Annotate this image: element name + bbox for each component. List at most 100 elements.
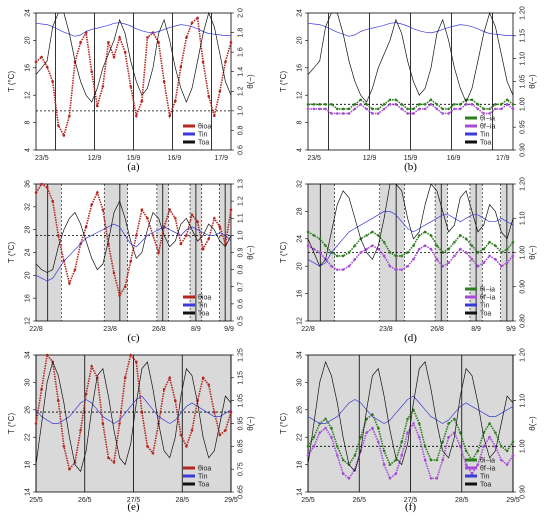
series-point-theta xyxy=(40,55,43,59)
series-line-toa xyxy=(307,360,514,473)
series-point-theta_i xyxy=(376,426,380,430)
series-point-theta_f xyxy=(318,251,322,254)
series-point-theta_f xyxy=(324,426,327,430)
series-point-theta_f xyxy=(394,103,398,106)
series-point-theta xyxy=(40,387,43,391)
left-tick-label: 24 xyxy=(25,9,32,17)
legend-label: Tin xyxy=(480,303,490,310)
series-point-theta_f xyxy=(412,422,415,425)
series-point-theta xyxy=(229,41,233,44)
left-tick-label: 28 xyxy=(25,226,32,234)
right-tick-label: 0.8 xyxy=(238,265,245,275)
series-point-theta_f xyxy=(376,440,380,444)
right-tick-label: 1.4 xyxy=(238,67,245,77)
series-point-theta xyxy=(229,208,233,211)
series-point-theta_i xyxy=(511,440,515,444)
right-tick-label: 1.2 xyxy=(238,196,245,206)
series-point-theta_i xyxy=(394,254,398,258)
series-point-theta_i xyxy=(470,98,474,102)
series-point-theta_f xyxy=(371,244,374,247)
series-point-theta_f xyxy=(441,112,445,115)
right-tick-label: 1.05 xyxy=(520,75,527,89)
series-point-theta xyxy=(179,65,183,69)
legend-label: Toa xyxy=(480,311,491,318)
series-point-theta xyxy=(190,21,194,25)
series-point-theta_i xyxy=(306,445,310,448)
series-point-theta xyxy=(84,225,88,229)
series-point-theta_f xyxy=(441,264,445,268)
y-axis-label-left: T (°C) xyxy=(7,242,16,264)
x-tick-label: 16/9 xyxy=(168,155,182,162)
x-tick-label: 17/9 xyxy=(214,155,228,162)
series-point-theta_f xyxy=(417,247,421,251)
series-point-theta_f xyxy=(464,463,468,466)
panel-f: 14 18 22 26 30 34 0.90 1.00 1.10 1.20 T (°C) θ(−) 25… xyxy=(279,348,537,513)
series-point-theta xyxy=(185,234,188,237)
right-tick-label: 0.75 xyxy=(238,462,245,476)
series-point-theta_f xyxy=(441,458,445,462)
series-point-theta_f xyxy=(476,264,480,268)
series-point-theta xyxy=(79,429,82,432)
panel-a: 4 8 12 16 20 24 0.6 0.8 1.0 1.2 1.4 1.6 1.8 2.0 T (°C)… xyxy=(7,8,255,173)
panel-c: 12 16 20 24 28 32 36 0.5 0.6 0.7 0.8 0.9 1.0 1.1 1.2 1.… xyxy=(7,179,255,344)
series-point-theta xyxy=(173,216,177,220)
left-tick-label: 4 xyxy=(297,148,304,152)
x-tick-label: 27/5 xyxy=(127,497,141,504)
series-line-toa xyxy=(35,360,232,473)
series-point-theta xyxy=(140,208,144,211)
series-point-theta_i xyxy=(394,98,398,102)
series-point-theta xyxy=(157,251,160,254)
series-point-theta_i xyxy=(406,417,409,421)
x-tick-label: 16/9 xyxy=(447,155,461,162)
series-point-theta_f xyxy=(406,431,409,434)
series-point-theta xyxy=(151,234,155,237)
series-point-theta_f xyxy=(341,472,345,476)
series-point-theta xyxy=(62,445,66,448)
series-line-theta xyxy=(35,182,232,298)
series-line-tin xyxy=(35,223,232,282)
legend-label: θi−ia xyxy=(480,116,495,123)
series-point-theta xyxy=(118,422,121,425)
x-tick-label: 17/9 xyxy=(496,155,510,162)
left-tick-label: 28 xyxy=(297,207,304,215)
series-point-theta_i xyxy=(335,254,339,258)
left-tick-label: 26 xyxy=(297,406,304,414)
legend-label: θioa xyxy=(198,466,211,473)
right-tick-label: 0.9 xyxy=(238,248,245,258)
series-point-theta xyxy=(95,104,99,108)
right-tick-label: 2.0 xyxy=(238,8,245,18)
right-tick-label: 1.1 xyxy=(238,213,245,223)
series-point-theta_i xyxy=(435,244,439,247)
series-point-theta xyxy=(218,89,222,93)
series-point-theta xyxy=(73,268,77,271)
series-point-theta_i xyxy=(359,98,363,102)
series-point-theta_i xyxy=(335,445,339,448)
series-point-theta xyxy=(207,383,211,386)
x-tick-label: 28/5 xyxy=(455,497,469,504)
series-point-theta_i xyxy=(511,103,515,106)
series-point-theta_i xyxy=(505,449,509,453)
series-point-theta xyxy=(224,429,227,432)
series-point-theta_i xyxy=(429,234,433,237)
x-tick-label: 29/5 xyxy=(506,497,520,504)
shaded-region xyxy=(36,184,62,321)
series-point-theta_i xyxy=(423,230,427,234)
x-tick-label: 26/8 xyxy=(152,326,166,333)
series-point-theta xyxy=(40,182,43,186)
right-tick-label: 1.0 xyxy=(238,230,245,240)
x-tick-label: 9/9 xyxy=(506,326,516,333)
series-point-theta xyxy=(168,114,172,118)
series-point-theta_i xyxy=(417,234,421,237)
series-point-theta_i xyxy=(458,234,462,237)
left-tick-label: 14 xyxy=(25,488,32,496)
series-point-theta xyxy=(123,285,127,289)
series-line-toa xyxy=(307,11,514,103)
series-point-theta_f xyxy=(371,426,374,430)
series-point-theta xyxy=(51,80,55,83)
y-axis-label-right: θ(−) xyxy=(246,74,255,89)
series-point-theta xyxy=(168,376,172,380)
series-point-theta xyxy=(123,376,127,380)
right-tick-label: 1.00 xyxy=(520,439,527,453)
y-axis-label-left: T (°C) xyxy=(279,242,288,264)
